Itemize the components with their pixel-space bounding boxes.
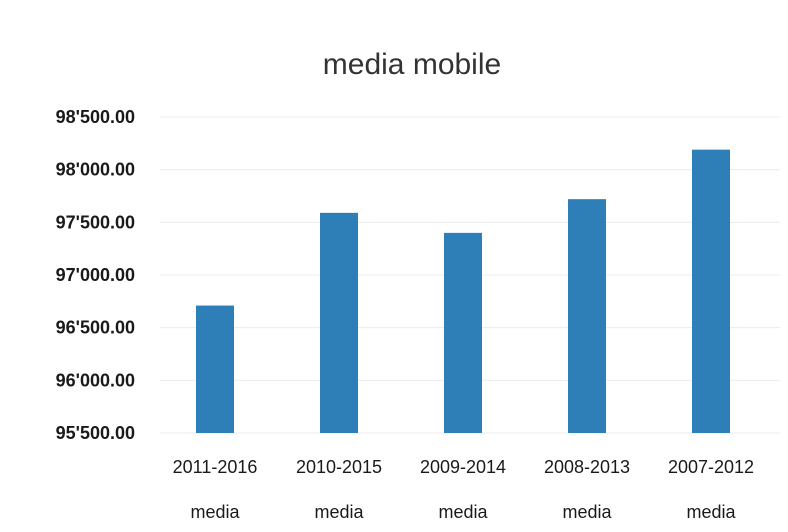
- bar: [692, 149, 730, 434]
- y-tick-label: 97'000.00: [56, 265, 135, 285]
- x-tick-sublabel: media: [314, 502, 364, 522]
- x-tick-label: 2010-2015: [296, 457, 382, 477]
- chart-title: media mobile: [323, 48, 501, 81]
- y-tick-label: 98'500.00: [56, 107, 135, 127]
- bar: [320, 212, 358, 433]
- x-axis-tick-labels: 2011-2016 media 2010-2015 media 2009-2014 med…: [173, 457, 754, 522]
- bars: [196, 149, 730, 434]
- x-tick-sublabel: media: [438, 502, 488, 522]
- y-tick-label: 96'500.00: [56, 318, 135, 338]
- y-tick-label: 97'500.00: [56, 212, 135, 232]
- x-tick-sublabel: media: [190, 502, 240, 522]
- bar: [196, 305, 234, 433]
- y-tick-label: 96'000.00: [56, 370, 135, 390]
- x-tick-sublabel: media: [562, 502, 612, 522]
- x-tick-label: 2007-2012: [668, 457, 754, 477]
- x-tick-label: 2008-2013: [544, 457, 630, 477]
- bar: [568, 199, 606, 433]
- bar: [444, 232, 482, 433]
- x-tick-sublabel: media: [686, 502, 736, 522]
- y-tick-label: 98'000.00: [56, 160, 135, 180]
- y-axis-tick-labels: 98'500.00 98'000.00 97'500.00 97'000.00 96'5…: [56, 107, 135, 443]
- x-tick-label: 2011-2016: [173, 457, 258, 477]
- x-tick-label: 2009-2014: [420, 457, 506, 477]
- y-tick-label: 95'500.00: [56, 423, 135, 443]
